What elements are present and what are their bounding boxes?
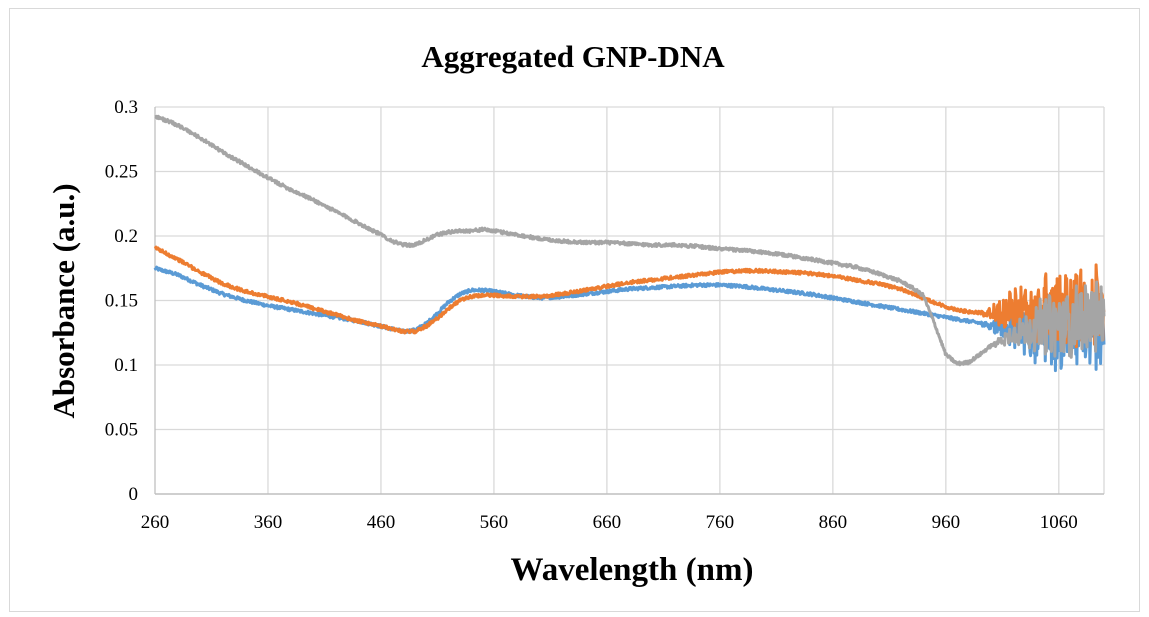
x-tick-label: 960 bbox=[932, 512, 961, 533]
y-axis-label: Absorbance (a.u.) bbox=[46, 183, 81, 418]
series-layer bbox=[153, 114, 1106, 373]
series-line-2 bbox=[153, 245, 1106, 349]
x-tick-label: 260 bbox=[141, 512, 170, 533]
y-tick-label: 0.15 bbox=[105, 291, 138, 312]
x-tick-label: 760 bbox=[706, 512, 735, 533]
x-tick-label: 460 bbox=[367, 512, 396, 533]
x-tick-labels: 260 360 460 560 660 760 860 960 1060 bbox=[141, 512, 1078, 533]
y-tick-label: 0.3 bbox=[114, 97, 138, 118]
y-tick-label: 0.25 bbox=[105, 162, 138, 183]
chart-title: Aggregated GNP-DNA bbox=[421, 39, 725, 74]
y-tick-labels: 0 0.05 0.1 0.15 0.2 0.25 0.3 bbox=[105, 97, 138, 505]
series-line-1 bbox=[153, 265, 1106, 373]
y-tick-label: 0.2 bbox=[114, 226, 138, 247]
x-tick-label: 660 bbox=[593, 512, 622, 533]
gridlines bbox=[154, 106, 1105, 494]
x-tick-label: 560 bbox=[480, 512, 509, 533]
y-tick-label: 0.05 bbox=[105, 420, 138, 441]
x-axis-label: Wavelength (nm) bbox=[511, 552, 754, 588]
chart-frame bbox=[9, 8, 1140, 612]
x-tick-label: 1060 bbox=[1040, 512, 1078, 533]
y-tick-label: 0 bbox=[129, 484, 139, 505]
x-tick-label: 360 bbox=[254, 512, 283, 533]
y-tick-label: 0.1 bbox=[114, 355, 138, 376]
x-tick-label: 860 bbox=[819, 512, 848, 533]
series-line-3 bbox=[154, 114, 1106, 367]
